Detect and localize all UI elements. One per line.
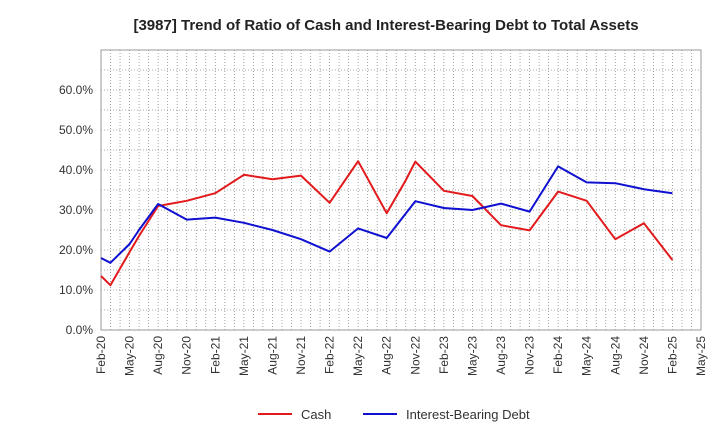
x-axis: Feb-20 May-20 Aug-20 Nov-20 Feb-21 May-21 Aug-… [94,336,708,376]
series-layer [100,160,674,287]
y-tick-label: 40.0% [59,163,93,177]
y-tick-label: 60.0% [59,83,93,97]
x-tick-label: Aug-22 [380,336,394,375]
x-tick-label: May-20 [123,336,137,376]
y-tick-label: 50.0% [59,123,93,137]
y-tick-label: 20.0% [59,243,93,257]
x-tick-label: Feb-24 [551,336,565,374]
x-tick-label: Feb-25 [665,336,679,374]
x-tick-label: Aug-21 [265,336,279,375]
x-tick-label: May-21 [237,336,251,376]
x-tick-label: May-23 [465,336,479,376]
legend-label: Interest-Bearing Debt [406,407,530,422]
plot-area [100,49,702,331]
legend-label: Cash [301,407,331,422]
x-tick-label: Nov-23 [523,336,537,375]
x-tick-label: Nov-21 [294,336,308,375]
x-tick-label: Nov-24 [637,336,651,375]
y-tick-label: 0.0% [66,323,94,337]
x-tick-label: Aug-24 [608,336,622,375]
chart-title: [3987] Trend of Ratio of Cash and Intere… [133,17,638,34]
x-tick-label: Feb-22 [323,336,337,374]
y-axis: 0.0% 10.0% 20.0% 30.0% 40.0% 50.0% 60.0% [59,83,93,337]
x-tick-label: May-25 [694,336,708,376]
y-tick-label: 10.0% [59,283,93,297]
x-tick-label: May-24 [580,336,594,376]
series-line-interest-bearing-debt [100,165,673,264]
x-tick-label: Aug-20 [151,336,165,375]
series-line-cash [100,160,674,287]
x-tick-label: Nov-20 [180,336,194,375]
x-tick-label: May-22 [351,336,365,376]
x-tick-label: Nov-22 [408,336,422,375]
x-tick-label: Feb-20 [94,336,108,374]
x-tick-label: Feb-23 [437,336,451,374]
y-tick-label: 30.0% [59,203,93,217]
legend: Cash Interest-Bearing Debt [258,407,530,422]
x-tick-label: Aug-23 [494,336,508,375]
x-tick-label: Feb-21 [208,336,222,374]
